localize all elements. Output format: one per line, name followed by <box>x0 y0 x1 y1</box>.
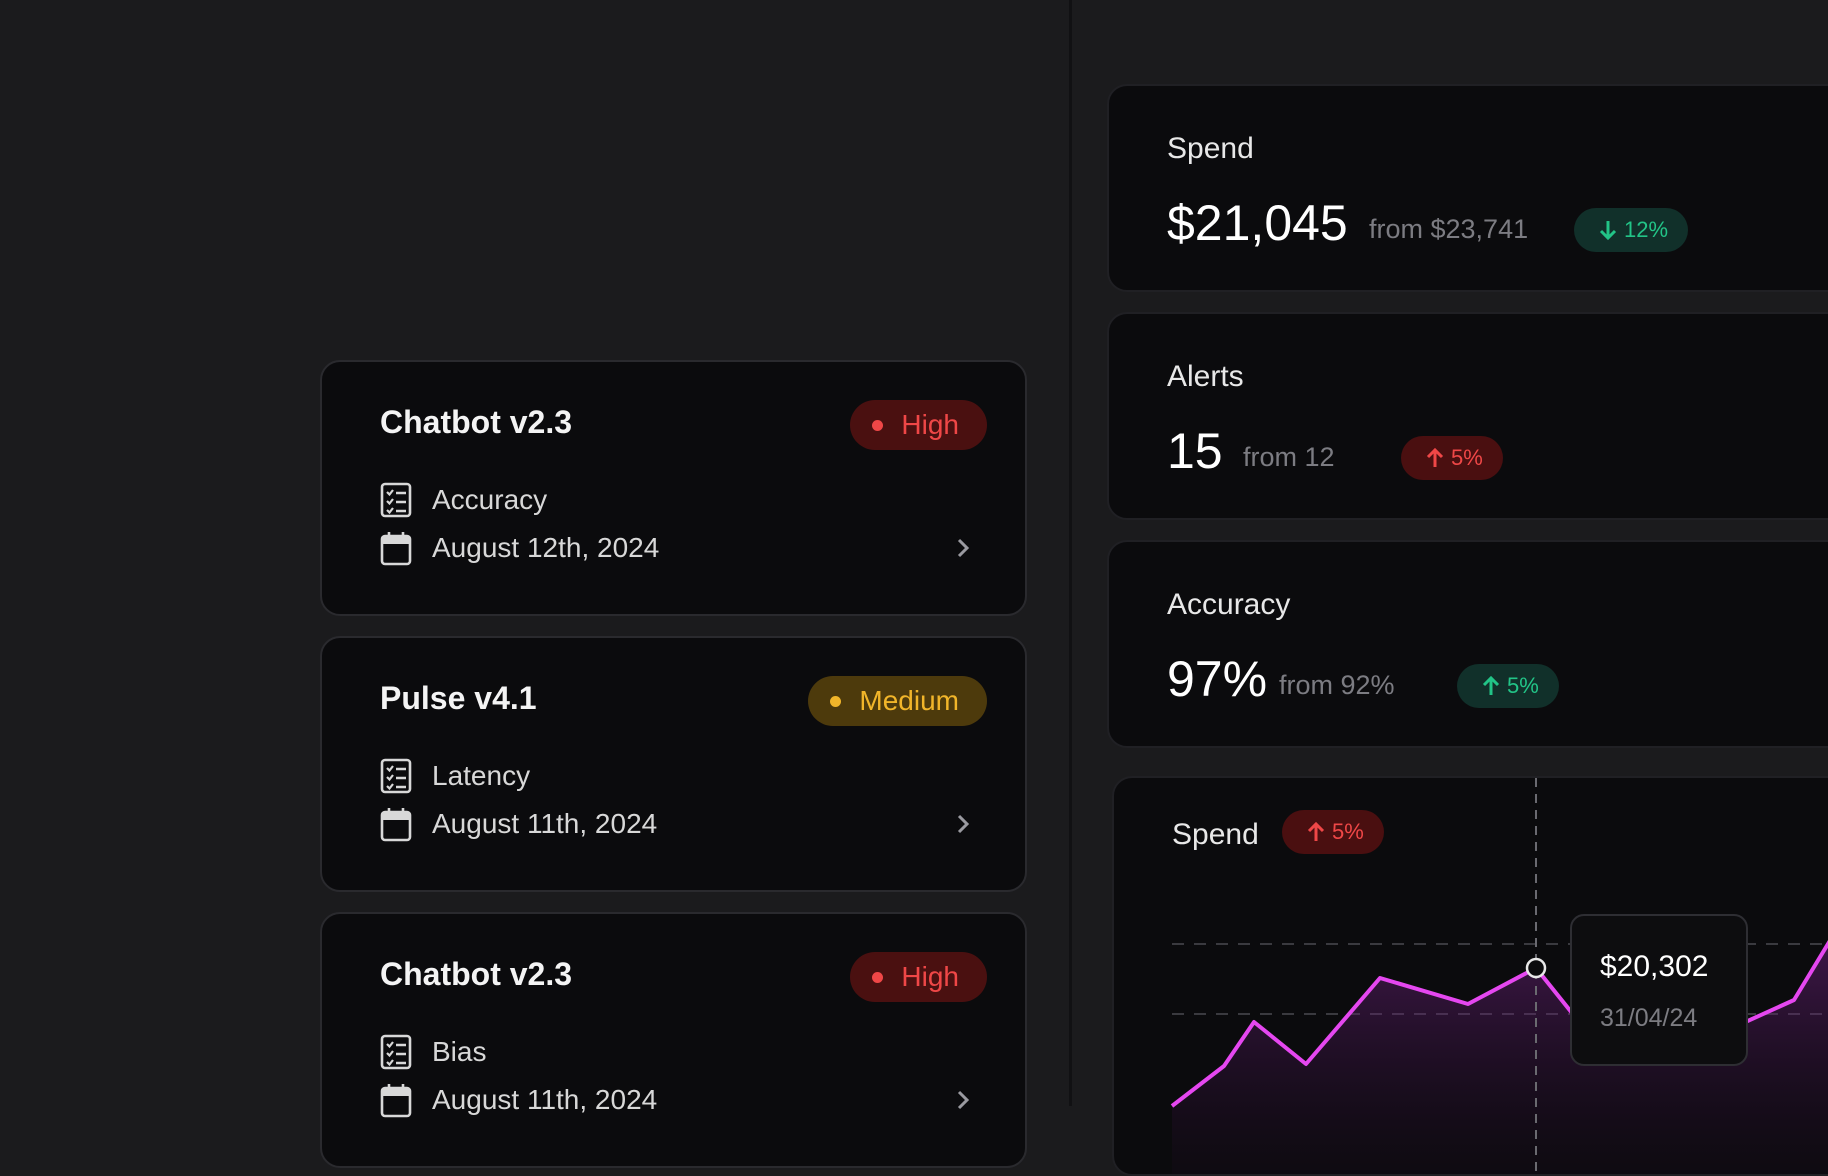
arrow-up-icon <box>1307 821 1325 841</box>
severity-badge: Medium <box>808 676 987 726</box>
alert-title: Pulse v4.1 <box>380 680 537 716</box>
alert-metric: Latency <box>432 760 531 791</box>
alert-card[interactable]: Pulse v4.1 Medium Latency August 11th, 2… <box>320 636 1027 892</box>
spend-chart-card: Spend 5% $20,302 31/04/24 <box>1112 776 1828 1176</box>
alert-title: Chatbot v2.3 <box>380 404 573 440</box>
alert-metric-row: Latency <box>380 758 530 794</box>
alert-title: Chatbot v2.3 <box>380 956 573 992</box>
severity-label: Medium <box>859 685 959 716</box>
metric-value: 97% <box>1167 651 1268 707</box>
alert-card[interactable]: Chatbot v2.3 High Bias August 11th, 2024 <box>320 912 1027 1168</box>
alerts-metric-card: Alerts 15 from 12 5% <box>1107 312 1828 520</box>
metric-value: $21,045 <box>1167 195 1348 251</box>
metric-comparison: from 12 <box>1243 442 1335 472</box>
severity-dot <box>830 695 842 707</box>
alert-metric: Bias <box>432 1036 487 1067</box>
change-badge: 12% <box>1574 208 1689 252</box>
arrow-up-icon <box>1482 675 1500 695</box>
calendar-icon <box>380 530 412 566</box>
chevron-right-icon[interactable] <box>953 536 973 560</box>
metric-comparison: from $23,741 <box>1369 214 1529 244</box>
alert-date-row: August 12th, 2024 <box>380 530 659 566</box>
chevron-right-icon[interactable] <box>953 812 973 836</box>
change-badge: 5% <box>1457 664 1559 708</box>
change-value: 5% <box>1507 673 1539 698</box>
spend-metric-card: Spend $21,045 from $23,741 12% <box>1107 84 1828 292</box>
change-value: 5% <box>1451 445 1483 470</box>
arrow-down-icon <box>1599 221 1617 241</box>
accuracy-metric-card: Accuracy 97% from 92% 5% <box>1107 540 1828 748</box>
checklist-icon <box>380 758 412 794</box>
severity-badge: High <box>850 952 987 1002</box>
severity-label: High <box>901 961 959 992</box>
hover-point <box>1525 957 1547 979</box>
severity-badge: High <box>850 400 987 450</box>
alert-date: August 11th, 2024 <box>432 808 658 839</box>
calendar-icon <box>380 1082 412 1118</box>
alert-card[interactable]: Chatbot v2.3 High Accuracy August 12th, … <box>320 360 1027 616</box>
metric-value: 15 <box>1167 423 1223 479</box>
alert-metric: Accuracy <box>432 484 548 515</box>
alert-date-row: August 11th, 2024 <box>380 806 657 842</box>
metric-label: Alerts <box>1167 360 1244 393</box>
alert-metric-row: Bias <box>380 1034 486 1070</box>
calendar-icon <box>380 806 412 842</box>
alert-date: August 11th, 2024 <box>432 1084 658 1115</box>
alert-metric-row: Accuracy <box>380 482 547 518</box>
checklist-icon <box>380 482 412 518</box>
metric-comparison: from 92% <box>1279 670 1395 700</box>
panel-divider <box>1069 0 1072 1106</box>
alert-date: August 12th, 2024 <box>432 532 660 563</box>
chart-tooltip: $20,302 31/04/24 <box>1570 914 1748 1066</box>
tooltip-date: 31/04/24 <box>1600 1004 1698 1032</box>
chart-label: Spend <box>1172 818 1259 851</box>
change-value: 12% <box>1624 217 1669 242</box>
arrow-up-icon <box>1426 447 1444 467</box>
severity-dot <box>872 419 884 431</box>
severity-label: High <box>901 409 959 440</box>
alert-date-row: August 11th, 2024 <box>380 1082 657 1118</box>
severity-dot <box>872 971 884 983</box>
tooltip-value: $20,302 <box>1600 950 1709 983</box>
change-badge: 5% <box>1401 436 1503 480</box>
chevron-right-icon[interactable] <box>953 1088 973 1112</box>
metric-label: Spend <box>1167 132 1254 165</box>
change-value: 5% <box>1332 819 1364 844</box>
metric-label: Accuracy <box>1167 588 1291 621</box>
checklist-icon <box>380 1034 412 1070</box>
change-badge: 5% <box>1282 810 1384 854</box>
